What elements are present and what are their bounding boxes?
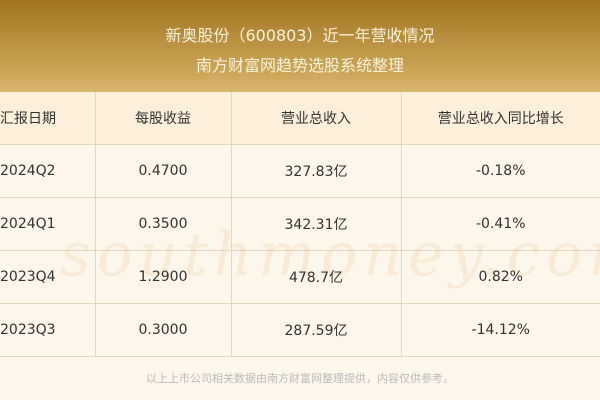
cell-eps: 0.3500 (95, 197, 232, 251)
column-header-eps: 每股收益 (95, 92, 232, 145)
cell-revenue: 287.59亿 (231, 303, 402, 357)
cell-growth: -0.41% (401, 197, 600, 251)
cell-growth: 0.82% (401, 250, 600, 304)
column-header-revenue: 营业总收入 (231, 92, 402, 145)
table-row: 2023Q4 1.2900 478.7亿 0.82% (0, 250, 600, 304)
column-header-date: 汇报日期 (0, 92, 96, 145)
cell-date: 2023Q3 (0, 303, 96, 357)
cell-date: 2024Q2 (0, 144, 96, 198)
cell-date: 2024Q1 (0, 197, 96, 251)
page-subtitle: 南方财富网趋势选股系统整理 (195, 56, 404, 75)
page-title: 新奥股份（600803）近一年营收情况 (165, 26, 435, 45)
cell-eps: 1.2900 (95, 250, 232, 304)
cell-revenue: 478.7亿 (231, 250, 402, 304)
footer-note: 以上上市公司相关数据由南方财富网整理提供，内容仅供参考。 (146, 372, 454, 385)
table-row: 2023Q3 0.3000 287.59亿 -14.12% (0, 303, 600, 357)
cell-revenue: 342.31亿 (231, 197, 402, 251)
table-row: 2024Q2 0.4700 327.83亿 -0.18% (0, 144, 600, 198)
revenue-table: 汇报日期 每股收益 营业总收入 营业总收入同比增长 2024Q2 0.4700 32… (0, 92, 600, 357)
column-header-growth: 营业总收入同比增长 (401, 92, 600, 145)
cell-growth: -0.18% (401, 144, 600, 198)
cell-revenue: 327.83亿 (231, 144, 402, 198)
header-banner: 新奥股份（600803）近一年营收情况 南方财富网趋势选股系统整理 (0, 0, 600, 92)
cell-date: 2023Q4 (0, 250, 96, 304)
cell-eps: 0.4700 (95, 144, 232, 198)
cell-eps: 0.3000 (95, 303, 232, 357)
cell-growth: -14.12% (401, 303, 600, 357)
table-header-row: 汇报日期 每股收益 营业总收入 营业总收入同比增长 (0, 92, 600, 145)
table-row: 2024Q1 0.3500 342.31亿 -0.41% (0, 197, 600, 251)
